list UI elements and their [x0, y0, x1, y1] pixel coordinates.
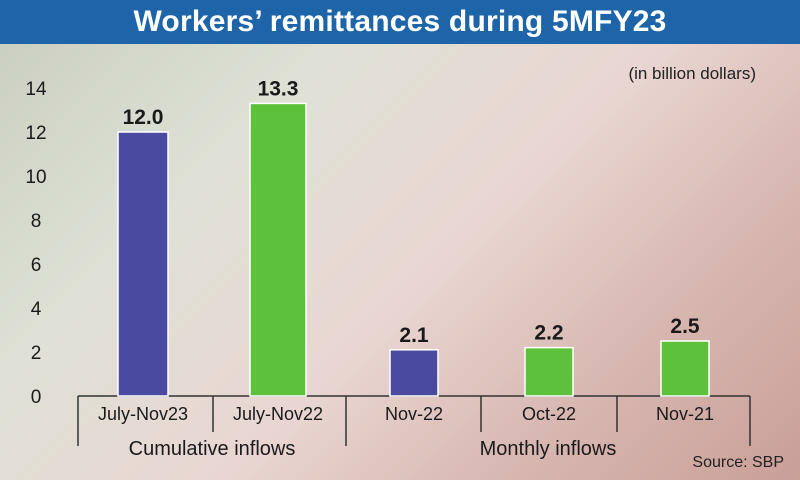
y-tick-label-3: 6 — [31, 255, 42, 276]
data-label-1: 13.3 — [258, 77, 299, 100]
bar-2 — [389, 349, 439, 397]
x-tick-label-1: July-Nov22 — [233, 404, 323, 424]
y-tick-label-1: 2 — [31, 343, 42, 364]
x-tick-label-3: Oct-22 — [522, 404, 576, 424]
unit-note: (in billion dollars) — [628, 64, 756, 83]
source-note: Source: SBP — [692, 454, 784, 471]
bar-0 — [117, 131, 169, 397]
group-label-1: Monthly inflows — [480, 438, 617, 460]
data-label-4: 2.5 — [670, 315, 700, 338]
chart-title: Workers’ remittances during 5MFY23 — [0, 0, 800, 44]
x-tick-label-2: Nov-22 — [385, 404, 443, 424]
bar-4 — [660, 340, 710, 397]
data-label-2: 2.1 — [399, 324, 429, 347]
y-tick-label-6: 12 — [25, 123, 46, 144]
bar-1 — [249, 102, 307, 397]
x-tick-label-4: Nov-21 — [656, 404, 714, 424]
y-tick-label-0: 0 — [31, 387, 42, 408]
y-tick-label-2: 4 — [31, 299, 42, 320]
data-label-0: 12.0 — [123, 106, 164, 129]
data-label-3: 2.2 — [534, 322, 563, 345]
y-tick-label-5: 10 — [25, 167, 46, 188]
x-tick-label-0: July-Nov23 — [98, 404, 188, 424]
y-tick-label-4: 8 — [31, 211, 42, 232]
y-tick-label-7: 14 — [25, 79, 47, 100]
bar-3 — [524, 346, 574, 397]
group-label-0: Cumulative inflows — [129, 438, 296, 460]
